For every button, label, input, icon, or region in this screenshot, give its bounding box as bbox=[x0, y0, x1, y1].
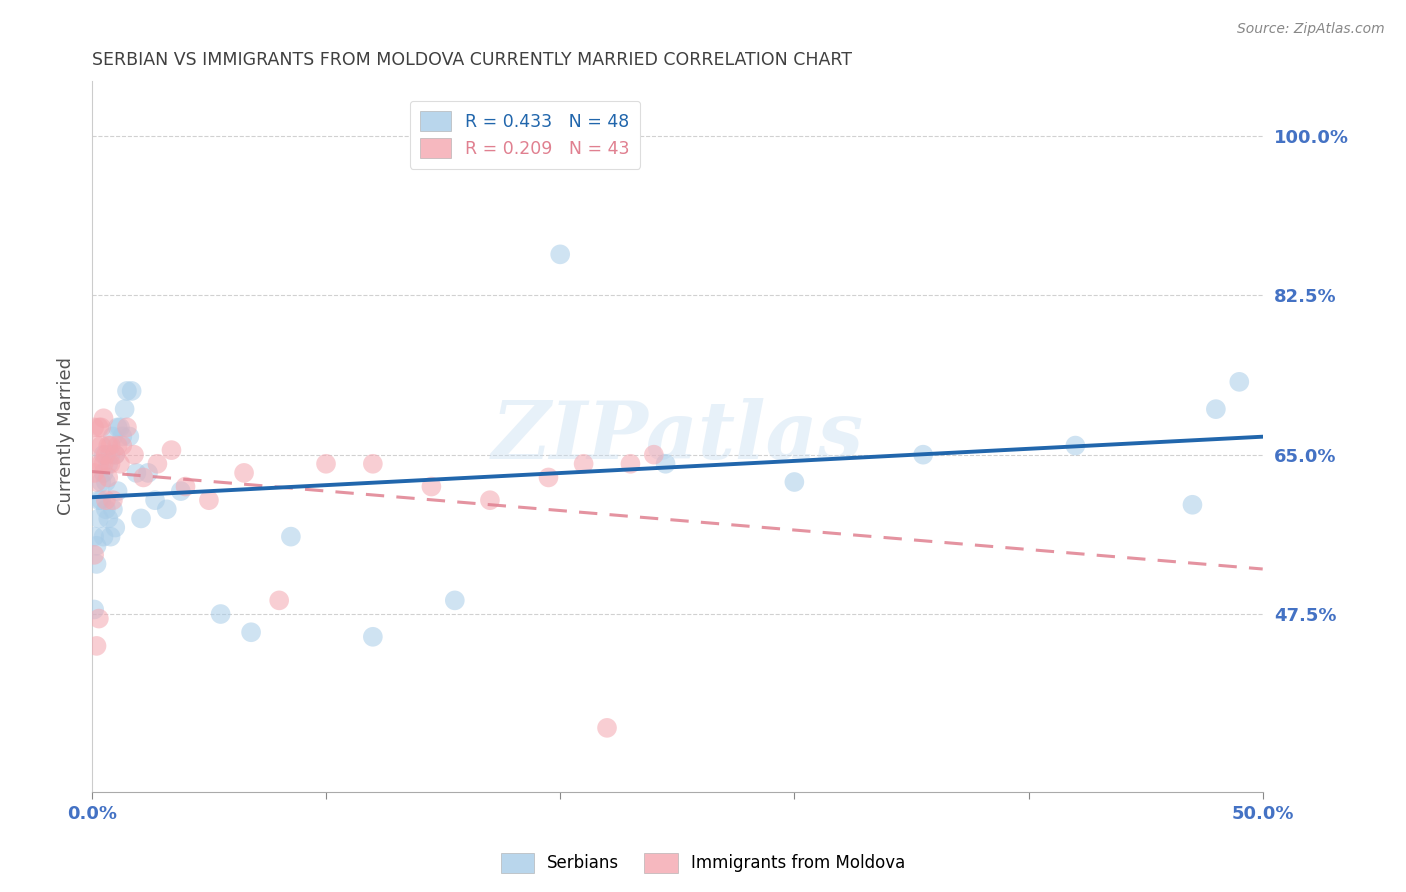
Text: ZIPatlas: ZIPatlas bbox=[491, 398, 863, 475]
Text: Source: ZipAtlas.com: Source: ZipAtlas.com bbox=[1237, 22, 1385, 37]
Point bbox=[114, 402, 136, 417]
Point bbox=[111, 429, 134, 443]
Point bbox=[596, 721, 619, 735]
Point bbox=[90, 493, 112, 508]
Point bbox=[156, 502, 179, 516]
Point bbox=[100, 457, 122, 471]
Point bbox=[93, 466, 115, 480]
Point bbox=[104, 520, 127, 534]
Point bbox=[107, 484, 129, 499]
Point bbox=[1064, 439, 1087, 453]
Point bbox=[315, 457, 337, 471]
Point bbox=[143, 493, 166, 508]
Point bbox=[443, 593, 465, 607]
Point bbox=[146, 457, 169, 471]
Point bbox=[654, 457, 676, 471]
Point bbox=[93, 530, 115, 544]
Point bbox=[94, 502, 117, 516]
Point bbox=[643, 448, 665, 462]
Point bbox=[1227, 375, 1250, 389]
Point bbox=[87, 420, 110, 434]
Point bbox=[87, 493, 110, 508]
Point bbox=[783, 475, 806, 489]
Point bbox=[198, 493, 221, 508]
Point bbox=[280, 530, 302, 544]
Text: SERBIAN VS IMMIGRANTS FROM MOLDOVA CURRENTLY MARRIED CORRELATION CHART: SERBIAN VS IMMIGRANTS FROM MOLDOVA CURRE… bbox=[91, 51, 852, 69]
Point bbox=[240, 625, 263, 640]
Point bbox=[83, 548, 105, 562]
Point bbox=[115, 384, 138, 398]
Point bbox=[572, 457, 595, 471]
Point bbox=[118, 429, 141, 443]
Point bbox=[93, 448, 115, 462]
Point bbox=[94, 475, 117, 489]
Point bbox=[108, 420, 131, 434]
Point bbox=[86, 475, 108, 489]
Point bbox=[97, 439, 120, 453]
Point bbox=[87, 611, 110, 625]
Point bbox=[537, 470, 560, 484]
Point bbox=[83, 530, 105, 544]
Point bbox=[94, 493, 117, 508]
Point bbox=[101, 502, 124, 516]
Point bbox=[86, 439, 108, 453]
Point bbox=[115, 420, 138, 434]
Point bbox=[170, 484, 193, 499]
Point bbox=[90, 457, 112, 471]
Point bbox=[86, 539, 108, 553]
Point bbox=[108, 457, 131, 471]
Point bbox=[136, 466, 159, 480]
Point bbox=[269, 593, 291, 607]
Point bbox=[101, 493, 124, 508]
Point bbox=[86, 639, 108, 653]
Point bbox=[83, 420, 105, 434]
Point bbox=[94, 448, 117, 462]
Point bbox=[90, 420, 112, 434]
Point bbox=[129, 511, 152, 525]
Point bbox=[1205, 402, 1227, 417]
Point bbox=[90, 439, 112, 453]
Point bbox=[619, 457, 641, 471]
Point bbox=[107, 420, 129, 434]
Point bbox=[104, 448, 127, 462]
Point bbox=[90, 475, 112, 489]
Point bbox=[107, 439, 129, 453]
Point bbox=[83, 466, 105, 480]
Point bbox=[121, 384, 143, 398]
Point bbox=[361, 457, 384, 471]
Point bbox=[233, 466, 256, 480]
Point bbox=[100, 530, 122, 544]
Point bbox=[478, 493, 501, 508]
Point bbox=[420, 479, 443, 493]
Point bbox=[160, 443, 183, 458]
Point bbox=[83, 602, 105, 616]
Point bbox=[548, 247, 571, 261]
Legend: Serbians, Immigrants from Moldova: Serbians, Immigrants from Moldova bbox=[494, 847, 912, 880]
Point bbox=[125, 466, 148, 480]
Point bbox=[86, 557, 108, 571]
Point bbox=[122, 448, 145, 462]
Point bbox=[100, 448, 122, 462]
Point bbox=[87, 511, 110, 525]
Point bbox=[93, 457, 115, 471]
Point bbox=[97, 457, 120, 471]
Point bbox=[361, 630, 384, 644]
Point bbox=[111, 439, 134, 453]
Point bbox=[1181, 498, 1204, 512]
Point bbox=[97, 511, 120, 525]
Legend: R = 0.433   N = 48, R = 0.209   N = 43: R = 0.433 N = 48, R = 0.209 N = 43 bbox=[409, 101, 640, 169]
Point bbox=[104, 448, 127, 462]
Y-axis label: Currently Married: Currently Married bbox=[58, 358, 75, 516]
Point bbox=[100, 439, 122, 453]
Point bbox=[174, 479, 197, 493]
Point bbox=[912, 448, 935, 462]
Point bbox=[209, 607, 232, 621]
Point bbox=[93, 411, 115, 425]
Point bbox=[97, 470, 120, 484]
Point bbox=[101, 429, 124, 443]
Point bbox=[87, 457, 110, 471]
Point bbox=[132, 470, 155, 484]
